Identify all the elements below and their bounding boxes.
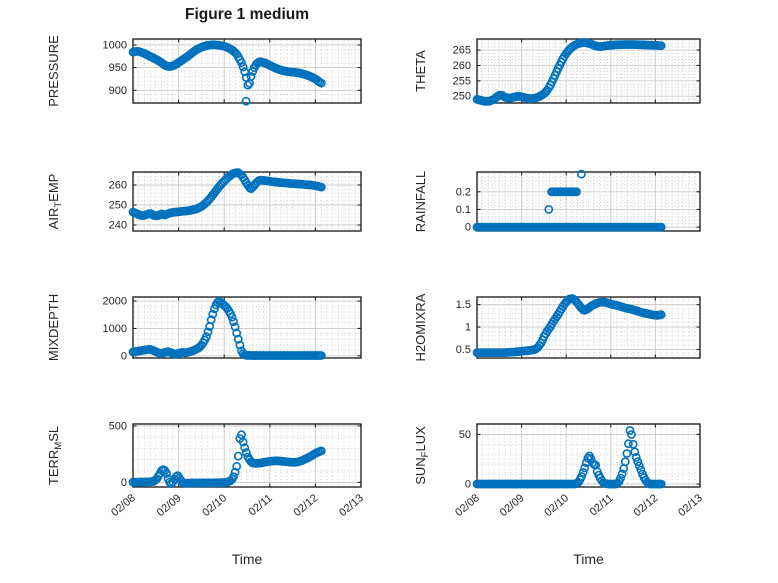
svg-text:0.1: 0.1 [456,204,471,216]
svg-text:0: 0 [465,222,471,234]
svg-text:2000: 2000 [103,296,127,308]
subplot-air-temp: 240 250 260 AIRTEMP [46,168,362,232]
svg-text:50: 50 [459,429,471,441]
x-axis-label-left: Time [231,551,263,567]
subplot-pressure: 900 950 1000 PRESSURE [46,35,362,107]
svg-text:02/12: 02/12 [292,492,321,519]
svg-text:02/09: 02/09 [498,492,527,519]
svg-text:0: 0 [465,479,471,491]
svg-text:250: 250 [109,200,127,212]
subplot-terr-msl: 0 500 TERRMSL 02/08 02/09 02/10 02/11 02/12 02/1… [46,420,366,519]
svg-text:SUNFLUX: SUNFLUX [413,426,431,485]
subplot-h2omixra: 0.5 1 1.5 H2OMIXRA [413,293,701,361]
svg-text:0: 0 [121,477,127,489]
svg-text:02/11: 02/11 [588,492,616,518]
svg-text:MIXDEPTH: MIXDEPTH [46,294,61,361]
svg-text:260: 260 [453,60,471,72]
svg-text:02/08: 02/08 [109,492,138,519]
x-axis-label-right: Time [573,551,604,567]
svg-text:1.5: 1.5 [456,299,471,311]
svg-text:02/10: 02/10 [200,492,229,519]
subplot-sun-flux: 0 50 SUNFLUX 02/08 02/09 02/10 02/11 02/12 02/13 [413,423,705,519]
svg-text:0.5: 0.5 [456,344,471,356]
svg-text:255: 255 [453,75,471,87]
svg-text:RAINFALL: RAINFALL [413,171,428,232]
svg-text:02/12: 02/12 [632,492,661,519]
figure-title: Figure 1 medium [184,6,310,23]
svg-text:260: 260 [109,180,127,192]
svg-text:250: 250 [453,91,471,103]
svg-text:265: 265 [453,45,471,57]
svg-text:0.2: 0.2 [456,186,471,198]
svg-text:THETA: THETA [413,50,428,92]
subplot-theta: 250 255 260 265 THETA [413,38,701,106]
svg-text:950: 950 [109,62,127,74]
svg-text:02/13: 02/13 [676,492,705,519]
svg-text:240: 240 [109,220,127,232]
svg-text:02/11: 02/11 [247,492,275,518]
svg-text:0: 0 [121,350,127,362]
svg-text:1: 1 [465,322,471,334]
subplot-rainfall: 0 0.1 0.2 RAINFALL [413,169,701,234]
svg-text:02/13: 02/13 [337,492,366,519]
svg-text:1000: 1000 [103,323,127,335]
svg-text:500: 500 [109,420,127,432]
svg-text:02/08: 02/08 [453,492,482,519]
svg-text:PRESSURE: PRESSURE [46,35,61,107]
svg-text:02/10: 02/10 [542,492,571,519]
svg-text:1000: 1000 [103,39,127,51]
subplot-mixdepth: 0 1000 2000 MIXDEPTH [46,294,362,362]
svg-text:02/09: 02/09 [155,492,184,519]
svg-text:900: 900 [109,85,127,97]
svg-text:H2OMIXRA: H2OMIXRA [413,293,428,361]
svg-text:AIRTEMP: AIRTEMP [46,174,64,230]
svg-text:TERRMSL: TERRMSL [46,426,64,485]
